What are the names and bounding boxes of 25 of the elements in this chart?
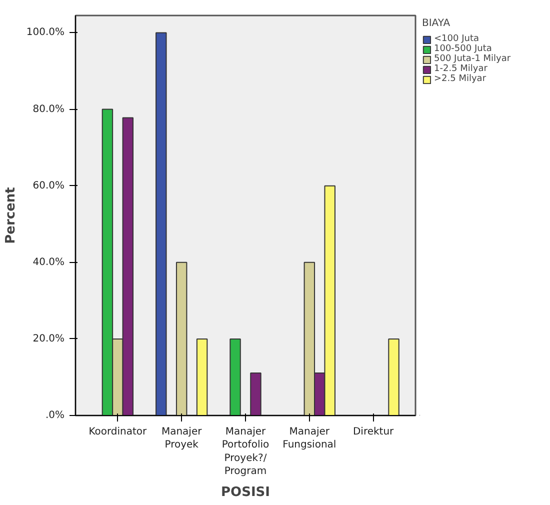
x-tick-label: Koordinator bbox=[88, 426, 148, 438]
y-tick-label: 60.0% bbox=[32, 180, 65, 192]
bar bbox=[250, 372, 262, 416]
bar bbox=[196, 338, 208, 416]
bar bbox=[230, 338, 241, 416]
legend-label: <100 Juta bbox=[434, 34, 479, 44]
y-tick-label: 80.0% bbox=[32, 104, 65, 115]
legend-label: 1-2.5 Milyar bbox=[434, 64, 488, 74]
x-tick-label: Manajer Fungsional bbox=[282, 426, 336, 451]
x-tick-label: Direktur bbox=[352, 426, 395, 438]
x-tick-label: Manajer Portofolio Proyek?/ Program bbox=[222, 426, 270, 478]
legend-title: BIAYA bbox=[422, 18, 452, 29]
x-axis-title: POSISI bbox=[221, 485, 270, 500]
y-tick-label: 40.0% bbox=[32, 256, 65, 268]
bar bbox=[156, 32, 167, 416]
legend-label: >2.5 Milyar bbox=[434, 74, 486, 84]
y-tick-label: 100.0% bbox=[26, 27, 65, 38]
x-tick-label: Manajer Proyek bbox=[161, 426, 203, 451]
legend-label: 500 Juta-1 Milyar bbox=[434, 54, 511, 64]
bar bbox=[176, 262, 188, 416]
y-tick-label: .0% bbox=[45, 410, 65, 421]
legend-label: 100-500 Juta bbox=[434, 44, 492, 54]
y-axis-title: Percent bbox=[3, 187, 18, 244]
y-tick-label: 20.0% bbox=[32, 333, 65, 344]
bar bbox=[388, 338, 400, 416]
